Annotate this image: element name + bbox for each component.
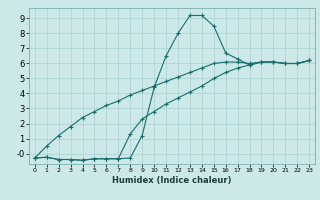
- X-axis label: Humidex (Indice chaleur): Humidex (Indice chaleur): [112, 176, 232, 185]
